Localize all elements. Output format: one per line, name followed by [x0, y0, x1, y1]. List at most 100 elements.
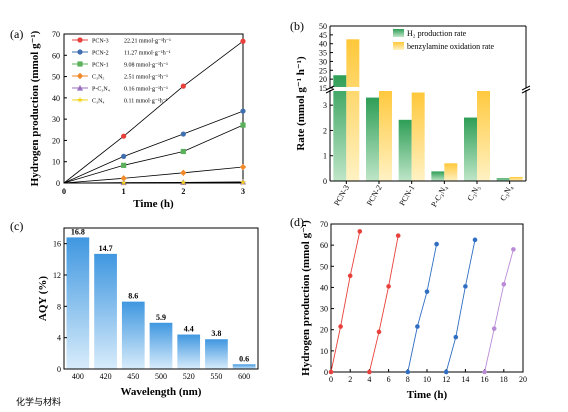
aqy-bar: [121, 301, 145, 369]
y-tick-label: 30: [320, 305, 328, 314]
cycle-data-point: [424, 289, 430, 294]
aqy-bar: [94, 253, 117, 369]
x-tick-label: 20: [519, 375, 527, 384]
x-category-label: 400: [72, 372, 84, 381]
y-tick-label: 0: [56, 179, 60, 188]
cycle-line: [445, 239, 476, 373]
data-point: [180, 148, 186, 155]
bar-h2-production: [496, 178, 510, 181]
cycle-line: [330, 231, 361, 373]
bar-benzylamine-oxidation: [346, 39, 360, 182]
panel-label: (b): [290, 19, 304, 33]
cycle-data-point: [338, 324, 343, 329]
bar-data-label: 3.8: [211, 329, 221, 338]
y-tick-label: 50: [320, 262, 328, 271]
y-tick-label: 20: [320, 326, 328, 335]
cycle-line: [407, 244, 438, 373]
y-tick-label: 16: [53, 240, 61, 249]
bar-benzylamine-oxidation: [444, 163, 458, 181]
y-tick-label: 25: [319, 66, 327, 75]
bar-h2-production: [464, 117, 477, 181]
x-tick-label: 8: [406, 375, 410, 384]
y-tick-label: 8: [57, 302, 61, 311]
data-point: [240, 38, 246, 44]
data-point: [120, 175, 127, 182]
y-tick-label: 30: [52, 115, 60, 124]
panel-label: (a): [10, 27, 23, 41]
axis-break-gap: [324, 87, 532, 91]
legend-marker: [76, 72, 84, 80]
x-category-label: 450: [127, 372, 139, 381]
panel-c-plot-frame: [63, 227, 259, 370]
x-tick-label: 4: [367, 375, 371, 384]
legend-series-rate: 9.08 mmol·g⁻¹h⁻¹: [124, 63, 168, 69]
y-tick-label: 20: [52, 136, 60, 145]
x-tick-label: 18: [500, 375, 508, 384]
panel-d-cycling-test: 0 10 20 30 40 50 60 70 0 2 4 6 8 10 12 14 16 18 20 Time (h)…: [290, 215, 527, 401]
cycle-data-point: [347, 273, 353, 279]
aqy-bar: [232, 364, 256, 369]
legend-series-name: PCN-1: [92, 63, 109, 69]
cycle-data-point: [386, 284, 391, 289]
y-tick-label: 45: [319, 31, 327, 40]
cycle-data-point: [357, 229, 363, 234]
bar-data-label: 5.9: [156, 313, 166, 322]
legend-swatch-benzylamine: [393, 42, 404, 50]
series-line: [63, 124, 244, 184]
x-tick-label: 16: [481, 375, 489, 384]
watermark-text: 化学与材料: [16, 396, 61, 407]
legend-marker: [77, 61, 83, 67]
data-point: [239, 178, 247, 186]
panel-label: (d): [290, 215, 304, 229]
legend-series-rate: 0.16 mmol·g⁻¹h⁻¹: [124, 87, 168, 93]
x-category-label: C₃N₄: [498, 183, 514, 202]
data-point: [240, 122, 246, 128]
x-category-label: PCN-1: [397, 184, 416, 208]
cycle-data-point: [376, 329, 382, 335]
aqy-bar: [66, 237, 90, 369]
bar-h2-production: [398, 119, 412, 181]
y-tick-label: 1: [323, 152, 327, 161]
cycle-data-point: [482, 369, 487, 375]
y-tick-label: 10: [320, 347, 328, 356]
y-tick-label: 10: [52, 158, 60, 167]
y-tick-label: 35: [319, 49, 327, 58]
y-tick-label: 30: [319, 57, 327, 66]
legend-series-name: P-C₃N₄: [92, 87, 110, 93]
data-point: [180, 83, 186, 89]
x-axis-title: Time (h): [133, 198, 174, 210]
bar-benzylamine-oxidation: [411, 92, 425, 181]
x-category-label: 600: [238, 372, 250, 381]
bar-data-label: 16.8: [71, 227, 85, 236]
bar-benzylamine-oxidation: [379, 88, 392, 181]
bar-data-label: 4.4: [184, 325, 194, 334]
x-tick-label: 3: [241, 187, 245, 196]
cycle-data-point: [511, 247, 516, 252]
legend-label-h2: H₂ production rate: [407, 29, 467, 38]
x-category-label: 420: [100, 372, 112, 381]
x-tick-label: 1: [122, 187, 126, 196]
x-category-label: 550: [210, 372, 222, 381]
legend-marker: [77, 49, 83, 55]
aqy-bar: [205, 339, 228, 369]
y-tick-label: 2: [323, 126, 327, 135]
panel-a-hydrogen-production: 0 10 20 30 40 50 60 70 0 1 2 3 PCN-3 22.21 mmol·g⁻¹h⁻…: [10, 27, 247, 210]
x-category-label: P-C₃N₄: [429, 183, 449, 208]
legend-label-benzylamine: benzylamine oxidation rate: [407, 42, 495, 51]
x-tick-label: 12: [442, 375, 450, 384]
cycle-line: [484, 249, 514, 373]
y-tick-label: 4: [57, 334, 61, 343]
cycle-line: [368, 235, 399, 373]
data-point: [239, 163, 247, 171]
cycle-data-point: [434, 241, 439, 247]
y-tick-label: 70: [52, 30, 60, 39]
y-tick-label: 40: [319, 40, 327, 49]
series-line: [63, 166, 244, 184]
panel-c-aqy-bars: 16.8 400 14.7 420 8.6 450 5.9 500 4.4 520 3.8 550 0.…: [10, 219, 259, 398]
cycle-data-point: [328, 369, 334, 375]
legend-series-name: C₃N₅: [92, 75, 105, 81]
y-tick-label: 70: [320, 220, 328, 229]
x-tick-label: 0: [329, 375, 333, 384]
